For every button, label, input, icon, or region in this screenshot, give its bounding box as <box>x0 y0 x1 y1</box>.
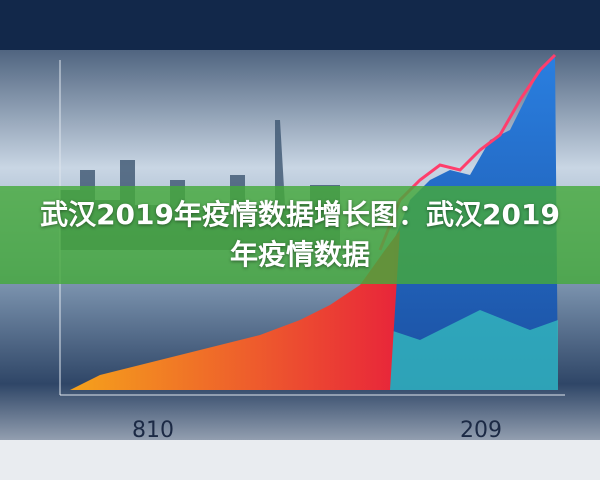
axis-label: 810 <box>132 418 174 443</box>
title-banner: 武汉2019年疫情数据增长图：武汉2019年疫情数据 <box>0 186 600 284</box>
axis-label: 209 <box>460 418 502 443</box>
title: 武汉2019年疫情数据增长图：武汉2019年疫情数据 <box>40 198 560 271</box>
